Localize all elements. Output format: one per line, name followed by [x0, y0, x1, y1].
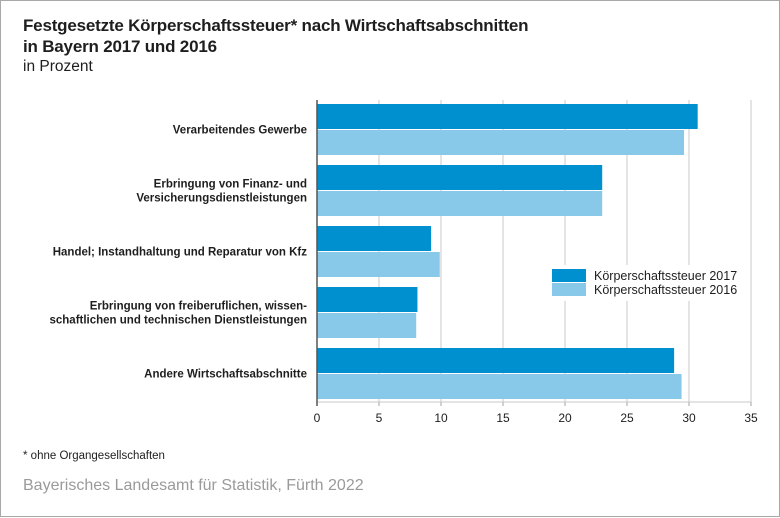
tick-label: 25	[620, 411, 634, 425]
bar-2016	[317, 252, 440, 277]
tick-label: 0	[314, 411, 321, 425]
bar-2016	[317, 191, 603, 216]
legend-label: Körperschaftssteuer 2017	[594, 269, 737, 283]
bar-2017	[317, 104, 698, 129]
bar-2017	[317, 348, 675, 373]
bar-2016	[317, 130, 685, 155]
legend-swatch-2017	[552, 269, 586, 282]
legend-label: Körperschaftssteuer 2016	[594, 283, 737, 297]
category-label: Versicherungsdienstleistungen	[136, 193, 307, 205]
category-label: Handel; Instandhaltung und Reparatur von…	[53, 247, 308, 259]
category-label: Andere Wirtschaftsabschnitte	[144, 369, 307, 381]
legend-swatch-2016	[552, 283, 586, 296]
bar-2016	[317, 313, 417, 338]
legend: Körperschaftssteuer 2017Körperschaftsste…	[548, 265, 748, 301]
category-label: Erbringung von Finanz- und	[154, 179, 307, 191]
source-note: Bayerisches Landesamt für Statistik, Für…	[23, 477, 364, 494]
tick-label: 20	[558, 411, 572, 425]
bar-2017	[317, 165, 603, 190]
bar-2017	[317, 226, 432, 251]
category-label: Erbringung von freiberuflichen, wissen-	[90, 301, 307, 313]
tick-label: 5	[376, 411, 383, 425]
footnote: * ohne Organgesellschaften	[23, 450, 165, 462]
category-label: Verarbeitendes Gewerbe	[173, 125, 307, 137]
bar-2017	[317, 287, 418, 312]
chart-subtitle: in Prozent	[23, 58, 93, 75]
tick-label: 35	[744, 411, 758, 425]
bars	[317, 104, 698, 399]
chart-title: Festgesetzte Körperschaftssteuer* nach W…	[23, 16, 529, 56]
category-label: schaftlichen und technischen Dienstleist…	[49, 315, 307, 327]
tick-label: 15	[496, 411, 510, 425]
category-labels: Verarbeitendes Gewerbe Erbringung von Fin…	[49, 125, 307, 381]
axes	[316, 100, 752, 406]
bar-2016	[317, 374, 682, 399]
tick-label: 30	[682, 411, 696, 425]
tick-label: 10	[434, 411, 448, 425]
tick-labels: 0 5 10 15 20 25 30 35	[314, 411, 758, 425]
